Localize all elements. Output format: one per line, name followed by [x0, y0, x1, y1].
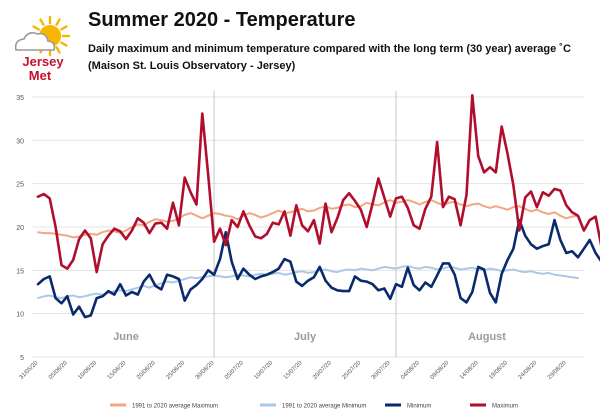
- x-tick-label: 10/06/20: [77, 360, 98, 381]
- y-tick-label: 20: [16, 225, 24, 232]
- x-axis-ticks: 31/05/20 05/06/20 10/06/20 15/06/20 20/06/20…: [19, 360, 568, 381]
- legend-label: 1991 to 2020 average Minimum: [282, 404, 366, 410]
- chart-location: (Maison St. Louis Observatory - Jersey): [88, 60, 296, 72]
- x-tick-label: 05/06/20: [48, 360, 69, 381]
- x-tick-label: 15/07/20: [283, 360, 304, 381]
- gridlines: [32, 96, 584, 358]
- logo-text-jersey: Jersey: [22, 54, 64, 69]
- legend-label: 1991 to 2020 average Maximum: [132, 404, 218, 410]
- y-tick-label: 10: [16, 312, 24, 319]
- x-tick-label: 25/07/20: [341, 360, 362, 381]
- series-line-maximum: [36, 94, 600, 274]
- x-tick-label: 29/08/20: [547, 360, 568, 381]
- month-label: August: [468, 331, 506, 343]
- x-tick-label: 15/06/20: [107, 360, 128, 381]
- x-tick-label: 09/08/20: [430, 360, 451, 381]
- sun-ray: [55, 18, 61, 26]
- x-tick-label: 30/06/20: [195, 360, 216, 381]
- x-tick-label: 19/08/20: [488, 360, 509, 381]
- month-labels: June July August: [113, 331, 506, 343]
- jersey-met-logo: Jersey Met: [14, 15, 71, 83]
- x-tick-label: 30/07/20: [371, 360, 392, 381]
- sun-ray: [55, 46, 61, 54]
- legend: 1991 to 2020 average Maximum 1991 to 2020…: [110, 403, 518, 410]
- series-line-avg-max: [37, 199, 579, 239]
- month-label: June: [113, 331, 139, 343]
- chart-title: Summer 2020 - Temperature: [88, 9, 356, 31]
- cloud-icon: [14, 32, 56, 51]
- x-tick-label: 14/08/20: [459, 360, 480, 381]
- sun-ray: [32, 25, 40, 31]
- x-tick-label: 10/07/20: [253, 360, 274, 381]
- sun-ray: [60, 41, 68, 47]
- x-tick-label: 24/08/20: [518, 360, 539, 381]
- x-tick-label: 20/06/20: [136, 360, 157, 381]
- y-tick-label: 30: [16, 138, 24, 145]
- x-tick-label: 20/07/20: [312, 360, 333, 381]
- x-tick-label: 04/08/20: [400, 360, 421, 381]
- y-tick-label: 5: [20, 355, 24, 362]
- y-tick-label: 15: [16, 268, 24, 275]
- x-tick-label: 05/07/20: [224, 360, 245, 381]
- month-label: July: [294, 331, 317, 343]
- series-lines: [36, 94, 600, 319]
- sun-ray: [39, 18, 45, 26]
- y-tick-label: 35: [16, 95, 24, 102]
- y-tick-label: 25: [16, 182, 24, 189]
- chart-subtitle: Daily maximum and minimum temperature co…: [88, 43, 571, 55]
- legend-label: Maximum: [492, 404, 518, 410]
- x-tick-label: 31/05/20: [19, 360, 40, 381]
- series-line-avg-min: [37, 265, 579, 300]
- series-line-minimum: [36, 218, 600, 319]
- month-dividers: [213, 91, 397, 357]
- legend-label: Minimum: [407, 404, 431, 410]
- y-axis-ticks: 5 10 15 20 25 30 35: [16, 95, 24, 362]
- sun-ray: [60, 25, 68, 31]
- logo-text-met: Met: [29, 68, 52, 83]
- x-tick-label: 25/06/20: [165, 360, 186, 381]
